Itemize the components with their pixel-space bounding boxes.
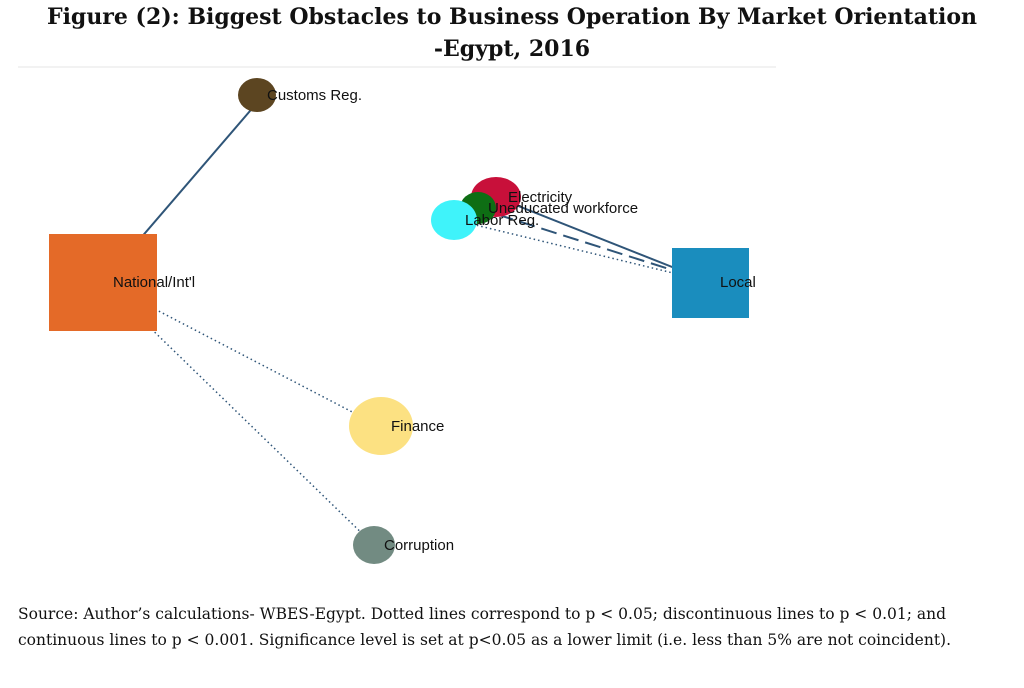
- node-corruption: [353, 526, 395, 564]
- node-national: [49, 234, 157, 331]
- label-electricity: Electricity: [508, 189, 573, 206]
- label-labor: Labor Reg.: [465, 212, 539, 229]
- figure-title-line2: -Egypt, 2016: [433, 36, 591, 62]
- label-corruption: Corruption: [384, 537, 454, 554]
- source-note: Source: Author’s calculations- WBES-Egyp…: [18, 605, 952, 649]
- nodes: [49, 78, 749, 564]
- label-customs: Customs Reg.: [267, 87, 362, 104]
- node-finance: [349, 397, 413, 455]
- network-diagram: National/Int'l Local Customs Reg. Electr…: [18, 66, 776, 564]
- label-national: National/Int'l: [113, 274, 195, 291]
- label-finance: Finance: [391, 418, 444, 435]
- edge-national-finance: [102, 281, 382, 428]
- figure-title-line1: Figure (2): Biggest Obstacles to Busines…: [46, 4, 978, 30]
- node-labor: [431, 200, 477, 240]
- edges: [102, 96, 711, 546]
- edge-local-labor: [454, 219, 711, 283]
- node-local: [672, 248, 749, 318]
- edge-local-uneducated: [479, 208, 711, 283]
- label-uneducated: Uneducated workforce: [488, 200, 638, 217]
- label-local: Local: [720, 274, 756, 291]
- node-customs: [238, 78, 276, 112]
- node-labels: National/Int'l Local Customs Reg. Electr…: [113, 87, 756, 554]
